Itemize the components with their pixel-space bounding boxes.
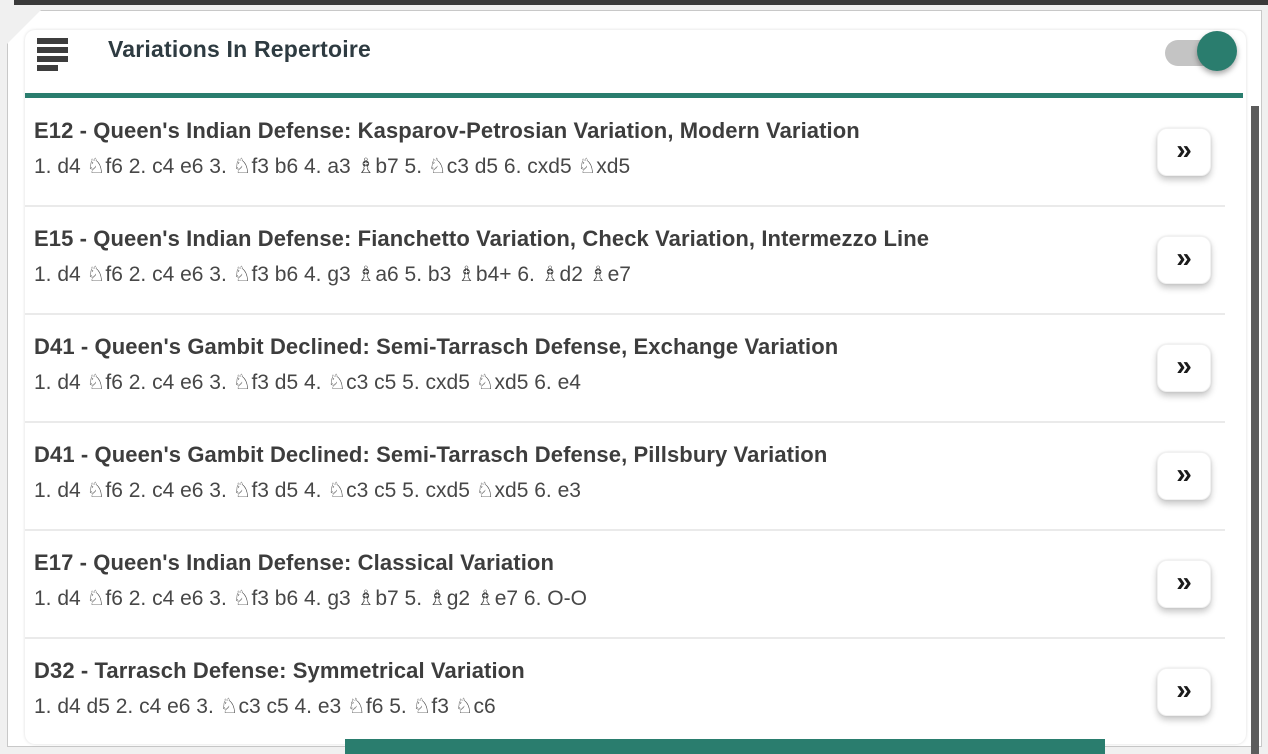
variation-moves: 1. d4 ♘f6 2. c4 e6 3. ♘f3 d5 4. ♘c3 c5 5… (34, 371, 581, 394)
menu-icon-bar (37, 38, 68, 44)
chevron-double-right-icon: » (1176, 458, 1192, 489)
scrollbar-thumb[interactable] (1251, 106, 1259, 754)
variation-title: E12 - Queen's Indian Defense: Kasparov-P… (34, 118, 860, 143)
repertoire-card (25, 30, 1246, 744)
toggle-knob (1197, 31, 1237, 71)
top-edge-line (14, 0, 1268, 5)
chevron-double-right-icon: » (1176, 134, 1192, 165)
variation-title: D32 - Tarrasch Defense: Symmetrical Vari… (34, 658, 525, 683)
variation-title: E15 - Queen's Indian Defense: Fianchetto… (34, 226, 930, 251)
list-divider (25, 637, 1225, 639)
expand-variation-button[interactable]: » (1157, 128, 1211, 176)
expand-variation-button[interactable]: » (1157, 668, 1211, 716)
variation-list-item: D32 - Tarrasch Defense: Symmetrical Vari… (25, 650, 1258, 754)
bottom-accent-bar (345, 739, 1105, 754)
page-title: Variations In Repertoire (108, 36, 371, 62)
variation-title: D41 - Queen's Gambit Declined: Semi-Tarr… (34, 442, 828, 467)
variation-moves: 1. d4 ♘f6 2. c4 e6 3. ♘f3 b6 4. g3 ♗a6 5… (34, 263, 631, 286)
expand-variation-button[interactable]: » (1157, 560, 1211, 608)
variation-list-item: D41 - Queen's Gambit Declined: Semi-Tarr… (25, 434, 1258, 542)
list-divider (25, 529, 1225, 531)
list-divider (25, 205, 1225, 207)
chevron-double-right-icon: » (1176, 674, 1192, 705)
variation-moves: 1. d4 ♘f6 2. c4 e6 3. ♘f3 b6 4. a3 ♗b7 5… (34, 155, 631, 178)
list-divider (25, 421, 1225, 423)
list-divider (25, 313, 1225, 315)
variation-title: E17 - Queen's Indian Defense: Classical … (34, 550, 554, 575)
menu-icon-bar (37, 47, 68, 53)
menu-icon-bar (37, 56, 68, 62)
chevron-double-right-icon: » (1176, 350, 1192, 381)
variation-list-item: E17 - Queen's Indian Defense: Classical … (25, 542, 1258, 650)
repertoire-toggle[interactable] (1165, 31, 1239, 71)
variation-list-item: E12 - Queen's Indian Defense: Kasparov-P… (25, 110, 1258, 218)
variation-list-item: D41 - Queen's Gambit Declined: Semi-Tarr… (25, 326, 1258, 434)
variation-moves: 1. d4 ♘f6 2. c4 e6 3. ♘f3 d5 4. ♘c3 c5 5… (34, 479, 581, 502)
chevron-double-right-icon: » (1176, 242, 1192, 273)
variation-list-item: E15 - Queen's Indian Defense: Fianchetto… (25, 218, 1258, 326)
chevron-double-right-icon: » (1176, 566, 1192, 597)
menu-icon-bar (37, 65, 58, 71)
expand-variation-button[interactable]: » (1157, 452, 1211, 500)
header-divider (25, 93, 1243, 98)
expand-variation-button[interactable]: » (1157, 236, 1211, 284)
variation-moves: 1. d4 ♘f6 2. c4 e6 3. ♘f3 b6 4. g3 ♗b7 5… (34, 587, 587, 610)
variation-title: D41 - Queen's Gambit Declined: Semi-Tarr… (34, 334, 839, 359)
variation-moves: 1. d4 d5 2. c4 e6 3. ♘c3 c5 4. e3 ♘f6 5.… (34, 695, 496, 718)
menu-icon[interactable] (37, 38, 68, 71)
expand-variation-button[interactable]: » (1157, 344, 1211, 392)
